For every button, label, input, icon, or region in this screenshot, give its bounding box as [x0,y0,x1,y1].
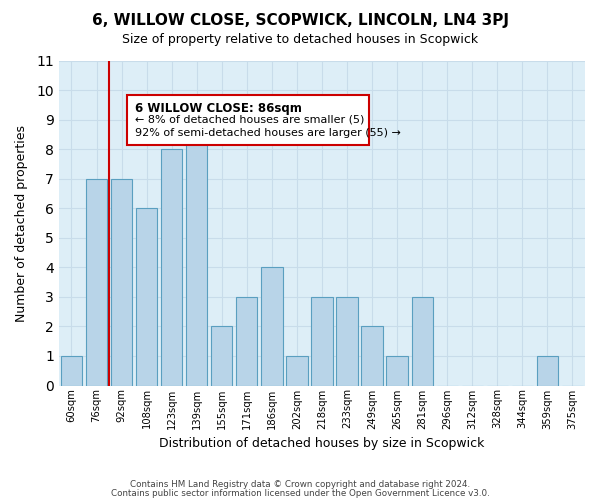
Bar [86,178,107,386]
Bar [261,268,283,386]
Bar [211,326,232,386]
Bar [186,120,208,386]
Bar [386,356,408,386]
Text: 6 WILLOW CLOSE: 86sqm: 6 WILLOW CLOSE: 86sqm [135,102,302,115]
Text: 92% of semi-detached houses are larger (55) →: 92% of semi-detached houses are larger (… [135,128,401,138]
Bar [136,208,157,386]
Bar [236,297,257,386]
Text: Size of property relative to detached houses in Scopwick: Size of property relative to detached ho… [122,32,478,46]
Text: Contains public sector information licensed under the Open Government Licence v3: Contains public sector information licen… [110,489,490,498]
Bar [412,297,433,386]
Bar [361,326,383,386]
Bar [337,297,358,386]
Bar [111,178,132,386]
Text: ← 8% of detached houses are smaller (5): ← 8% of detached houses are smaller (5) [135,115,365,125]
Bar [311,297,332,386]
Text: Contains HM Land Registry data © Crown copyright and database right 2024.: Contains HM Land Registry data © Crown c… [130,480,470,489]
X-axis label: Distribution of detached houses by size in Scopwick: Distribution of detached houses by size … [159,437,485,450]
Bar [161,149,182,386]
FancyBboxPatch shape [127,94,370,145]
Bar [537,356,558,386]
Bar [61,356,82,386]
Y-axis label: Number of detached properties: Number of detached properties [15,124,28,322]
Bar [286,356,308,386]
Text: 6, WILLOW CLOSE, SCOPWICK, LINCOLN, LN4 3PJ: 6, WILLOW CLOSE, SCOPWICK, LINCOLN, LN4 … [91,12,509,28]
